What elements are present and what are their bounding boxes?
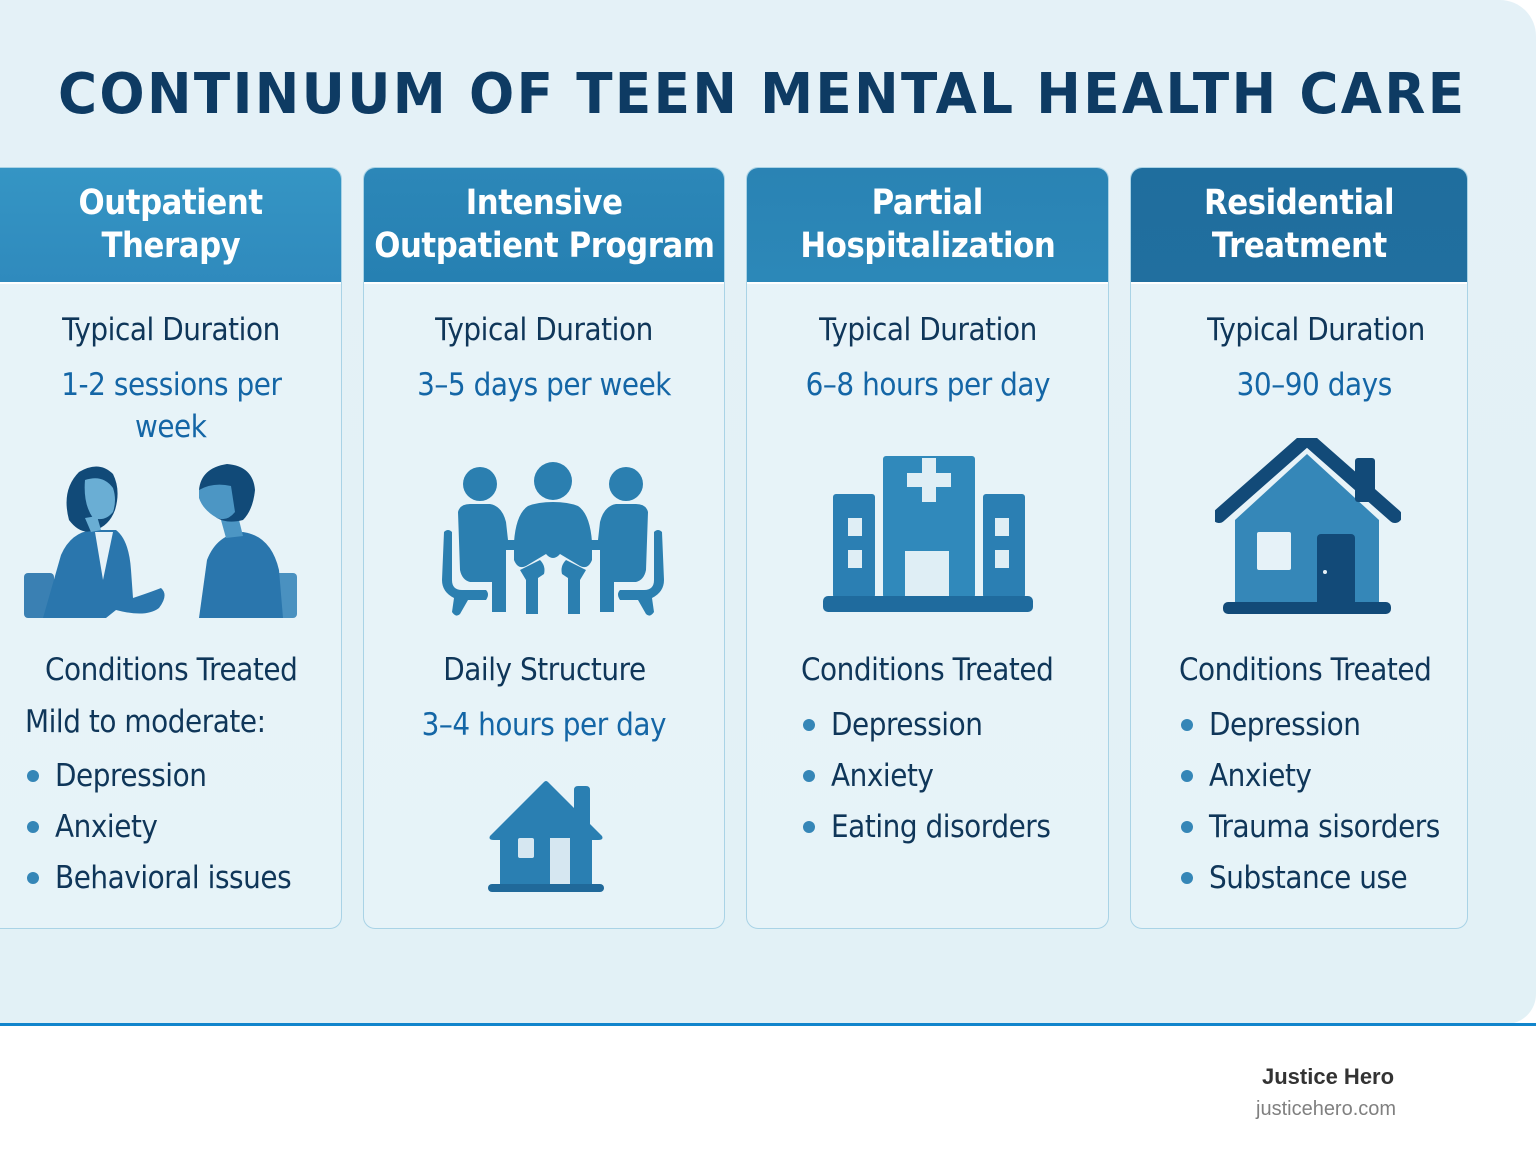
bullet-icon — [1181, 769, 1193, 782]
bullet-icon — [803, 769, 815, 782]
card-intensive-outpatient: Intensive Outpatient Program Typical Dur… — [363, 167, 725, 929]
conditions-label: Conditions Treated — [44, 652, 298, 688]
list-item: Depression — [1181, 699, 1466, 750]
therapist-client-icon — [24, 464, 297, 618]
card-title-line: Therapy — [101, 226, 241, 266]
duration-label: Typical Duration — [435, 312, 653, 348]
list-item: Anxiety — [27, 801, 317, 852]
card-title-line: Treatment — [1211, 226, 1387, 266]
bullet-icon — [27, 871, 39, 884]
bullet-icon — [803, 820, 815, 833]
card-title-line: Partial — [871, 183, 984, 223]
list-item: Substance use — [1181, 852, 1466, 903]
bullet-icon — [1181, 718, 1193, 731]
card-header: Intensive Outpatient Program — [364, 168, 724, 284]
page-title: CONTINUUM OF TEEN MENTAL HEALTH CARE — [58, 62, 1467, 127]
daily-structure-label: Daily Structure — [442, 652, 646, 688]
residential-house-icon — [1215, 438, 1401, 614]
daily-structure-value: 3–4 hours per day — [421, 707, 667, 743]
card-partial-hospitalization: Partial Hospitalization Typical Duration… — [746, 167, 1109, 929]
card-header: Residential Treatment — [1131, 168, 1467, 284]
card-title-line: Hospitalization — [800, 226, 1055, 266]
accent-divider — [0, 1023, 1536, 1026]
list-item: Depression — [27, 750, 317, 801]
card-header: Partial Hospitalization — [747, 168, 1108, 284]
duration-value: 3–5 days per week — [417, 367, 671, 403]
conditions-list: Depression Anxiety Behavioral issues — [27, 750, 317, 903]
list-item: Anxiety — [1181, 750, 1466, 801]
card-title-line: Outpatient Program — [373, 226, 715, 266]
list-item: Eating disorders — [803, 801, 1075, 852]
list-item: Behavioral issues — [27, 852, 317, 903]
card-outpatient-therapy: Outpatient Therapy Typical Duration 1-2 … — [0, 167, 342, 929]
duration-value: 6–8 hours per day — [805, 367, 1050, 403]
home-icon — [488, 781, 604, 892]
card-title-line: Intensive — [465, 183, 623, 223]
list-item: Trauma sisorders — [1181, 801, 1466, 852]
conditions-list: Depression Anxiety Eating disorders — [803, 699, 1075, 852]
card-title-line: Residential — [1203, 183, 1395, 223]
card-title-line: Outpatient — [78, 183, 264, 223]
brand-url[interactable]: justicehero.com — [1256, 1098, 1397, 1120]
bullet-icon — [1181, 820, 1193, 833]
duration-label: Typical Duration — [1207, 312, 1425, 348]
duration-value: 30–90 days — [1236, 367, 1392, 403]
group-therapy-icon — [442, 462, 664, 616]
list-item: Anxiety — [803, 750, 1075, 801]
duration-label: Typical Duration — [62, 312, 280, 348]
card-residential-treatment: Residential Treatment Typical Duration 3… — [1130, 167, 1468, 929]
conditions-label: Conditions Treated — [801, 652, 1054, 688]
bullet-icon — [27, 820, 39, 833]
conditions-list: Depression Anxiety Trauma sisorders Subs… — [1181, 699, 1466, 903]
duration-label: Typical Duration — [818, 312, 1037, 348]
card-header: Outpatient Therapy — [0, 168, 341, 284]
bullet-icon — [1181, 871, 1193, 884]
hospital-icon — [823, 456, 1033, 612]
bullet-icon — [803, 718, 815, 731]
duration-value: 1-2 sessions per week — [60, 367, 282, 445]
brand-name: Justice Hero — [1262, 1064, 1395, 1089]
bullet-icon — [27, 769, 39, 782]
conditions-sub-label: Mild to moderate: — [25, 704, 266, 740]
conditions-label: Conditions Treated — [1178, 652, 1432, 688]
list-item: Depression — [803, 699, 1075, 750]
